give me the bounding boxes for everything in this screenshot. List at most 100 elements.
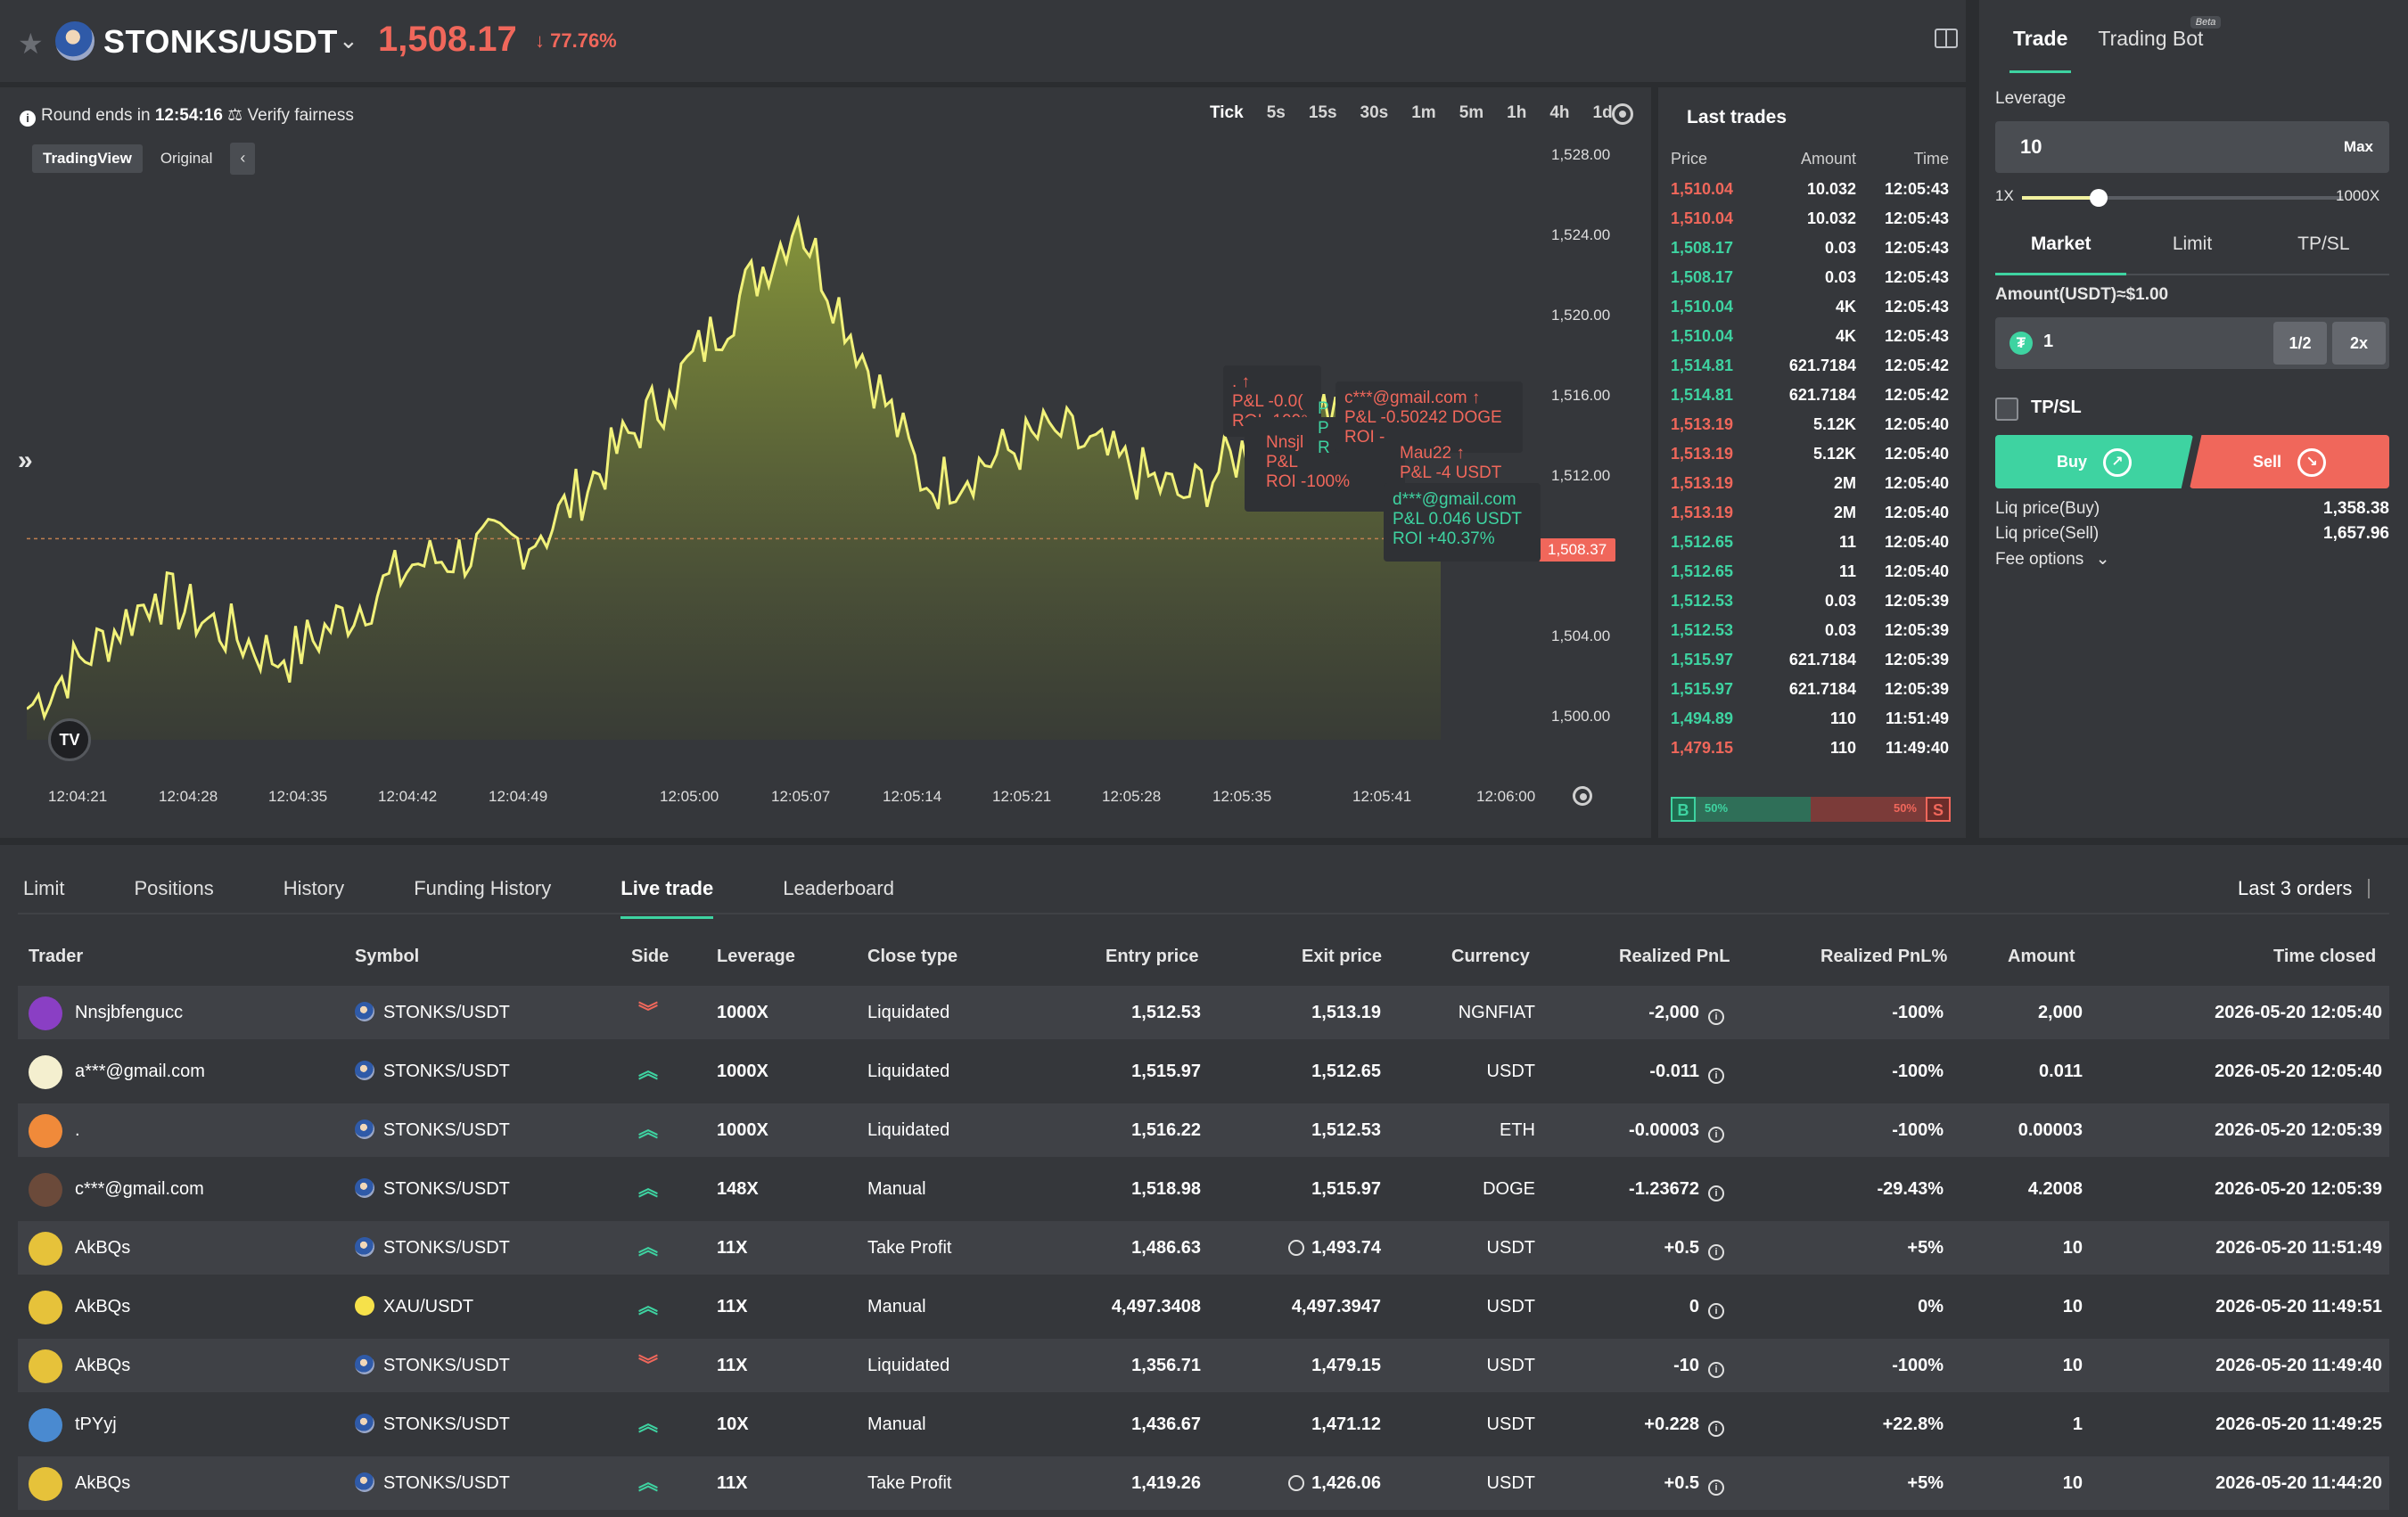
trades-header: Price Amount Time [1671,150,1949,168]
tradingview-logo: TV [48,718,91,761]
chart-settings-gear-icon[interactable] [1612,103,1633,125]
price-chart[interactable] [27,143,1489,767]
close-type-cell: Liquidated [867,1120,950,1140]
tf-30s[interactable]: 30s [1360,103,1389,122]
info-icon[interactable]: i [1708,1480,1724,1496]
symbol-icon [355,1178,374,1198]
tab-funding-history[interactable]: Funding History [414,877,552,899]
info-icon[interactable]: i [1708,1421,1724,1437]
table-row[interactable]: AkBQs STONKS/USDT ︾ 11X Liquidated 1,356.71 1,… [18,1339,2389,1392]
table-row[interactable]: Nnsjbfengucc STONKS/USDT ︾ 1000X Liquidated 1… [18,986,2389,1039]
tab-tpsl[interactable]: TP/SL [2257,234,2389,275]
symbol-icon [355,1414,374,1433]
tab-history[interactable]: History [283,877,345,899]
trader-name[interactable]: Nnsjbfengucc [75,1003,184,1022]
x-tick-label: 12:05:28 [1102,788,1162,805]
info-icon[interactable]: i [1708,1244,1724,1260]
info-icon[interactable]: i [1708,1009,1724,1025]
amount-input[interactable]: ₮ 1 1/2 2x [1995,317,2389,369]
half-button[interactable]: 1/2 [2273,322,2327,365]
avatar [29,996,62,1030]
last-orders-label[interactable]: Last 3 orders [2238,877,2370,900]
tf-4h[interactable]: 4h [1549,103,1570,122]
realized-pnl-pct-cell: -100% [1892,1003,1944,1022]
collapse-chevron-icon[interactable]: ‹ [230,143,256,175]
favorite-star-icon[interactable]: ★ [18,28,44,60]
time-closed-cell: 2026-05-20 12:05:40 [2215,1003,2382,1022]
tab-market[interactable]: Market [1995,234,2127,275]
pair-dropdown-chevron-icon[interactable]: ⌄ [339,27,358,53]
trade-row: 1,508.17 0.03 12:05:43 [1671,234,1949,263]
tab-limit[interactable]: Limit [2126,234,2258,275]
trade-amount: 10.032 [1806,209,1856,227]
leverage-input[interactable]: 10 Max [1995,121,2389,173]
tab-live-trade[interactable]: Live trade [620,877,714,919]
tf-1h[interactable]: 1h [1507,103,1527,122]
trader-name[interactable]: tPYyj [75,1414,117,1434]
tab-limit-orders[interactable]: Limit [23,877,65,899]
fee-options-toggle[interactable]: Fee options ⌄ [1995,549,2389,570]
trade-row: 1,514.81 621.7184 12:05:42 [1671,381,1949,410]
realized-pnl-text: 0 [1689,1297,1699,1316]
tab-tradingview[interactable]: TradingView [32,144,143,173]
tf-1m[interactable]: 1m [1411,103,1436,122]
verify-fairness-link[interactable]: Verify fairness [247,106,354,125]
info-icon[interactable]: i [1708,1362,1724,1378]
x-tick-label: 12:05:07 [771,788,831,805]
double-button[interactable]: 2x [2332,322,2386,365]
trend-down-icon: ↘ [2297,448,2327,478]
info-icon[interactable]: i [1708,1303,1724,1319]
trader-name[interactable]: AkBQs [75,1473,131,1493]
sell-button[interactable]: Sell ↘ [2190,435,2389,488]
tf-1d[interactable]: 1d [1592,103,1613,122]
buy-button[interactable]: Buy ↗ [1995,435,2193,488]
col-trader: Trader [29,947,84,966]
tab-trade[interactable]: Trade [2009,27,2072,73]
table-row[interactable]: c***@gmail.com STONKS/USDT ︽ 148X Manual 1,51… [18,1162,2389,1216]
trader-name[interactable]: AkBQs [75,1238,131,1258]
col-entry-price: Entry price [1105,947,1199,966]
symbol-cell: STONKS/USDT [355,1103,510,1157]
symbol-text: STONKS/USDT [383,1414,510,1434]
info-icon[interactable]: i [1708,1127,1724,1143]
currency-cell: NGNFIAT [1458,1003,1535,1022]
info-icon[interactable]: i [1708,1068,1724,1084]
slider-handle[interactable] [2090,189,2108,207]
table-row[interactable]: a***@gmail.com STONKS/USDT ︽ 1000X Liquidate… [18,1045,2389,1098]
table-row[interactable]: AkBQs STONKS/USDT ︽ 11X Take Profit 1,419.26 1… [18,1456,2389,1510]
trade-row: 1,514.81 621.7184 12:05:42 [1671,351,1949,381]
table-row[interactable]: tPYyj STONKS/USDT ︽ 10X Manual 1,436.67 1,471.… [18,1398,2389,1451]
realized-pnl-text: +0.5 [1664,1238,1699,1258]
avatar [29,1114,62,1148]
trader-name[interactable]: . [75,1120,80,1140]
trader-name[interactable]: AkBQs [75,1356,131,1375]
info-icon[interactable]: i [1708,1185,1724,1201]
exit-price-text: 1,479.15 [1311,1356,1381,1375]
table-row[interactable]: AkBQs XAU/USDT ︽ 11X Manual 4,497.3408 4,497.3… [18,1280,2389,1333]
trader-name[interactable]: AkBQs [75,1297,131,1316]
tf-5m[interactable]: 5m [1459,103,1484,122]
expand-toolbar-icon[interactable]: » [18,446,33,475]
tab-original[interactable]: Original [160,150,213,167]
table-row[interactable]: AkBQs STONKS/USDT ︽ 11X Take Profit 1,486.63 1… [18,1221,2389,1275]
tab-leaderboard[interactable]: Leaderboard [783,877,894,899]
axis-settings-gear-icon[interactable] [1573,786,1592,806]
trader-name[interactable]: a***@gmail.com [75,1062,205,1081]
tooltip-line: R [1318,439,1330,457]
leverage-cell: 1000X [717,1003,768,1022]
table-row[interactable]: . STONKS/USDT ︽ 1000X Liquidated 1,516.22 1,51… [18,1103,2389,1157]
tab-positions[interactable]: Positions [134,877,214,899]
trade-row: 1,508.17 0.03 12:05:43 [1671,263,1949,292]
scale-icon: ⚖ [227,106,243,125]
pair-title[interactable]: STONKS/USDT [103,23,338,60]
leverage-max-button[interactable]: Max [2343,138,2373,155]
tab-trading-bot[interactable]: Trading Bot Beta [2098,16,2222,73]
sell-ratio-text: 50% [1893,801,1917,815]
leverage-slider[interactable] [2022,189,2343,207]
tpsl-checkbox[interactable] [1995,398,2018,421]
tf-15s[interactable]: 15s [1308,103,1337,122]
book-icon[interactable] [1935,29,1958,48]
tf-tick[interactable]: Tick [1210,103,1244,122]
tf-5s[interactable]: 5s [1266,103,1286,122]
trader-name[interactable]: c***@gmail.com [75,1179,204,1199]
